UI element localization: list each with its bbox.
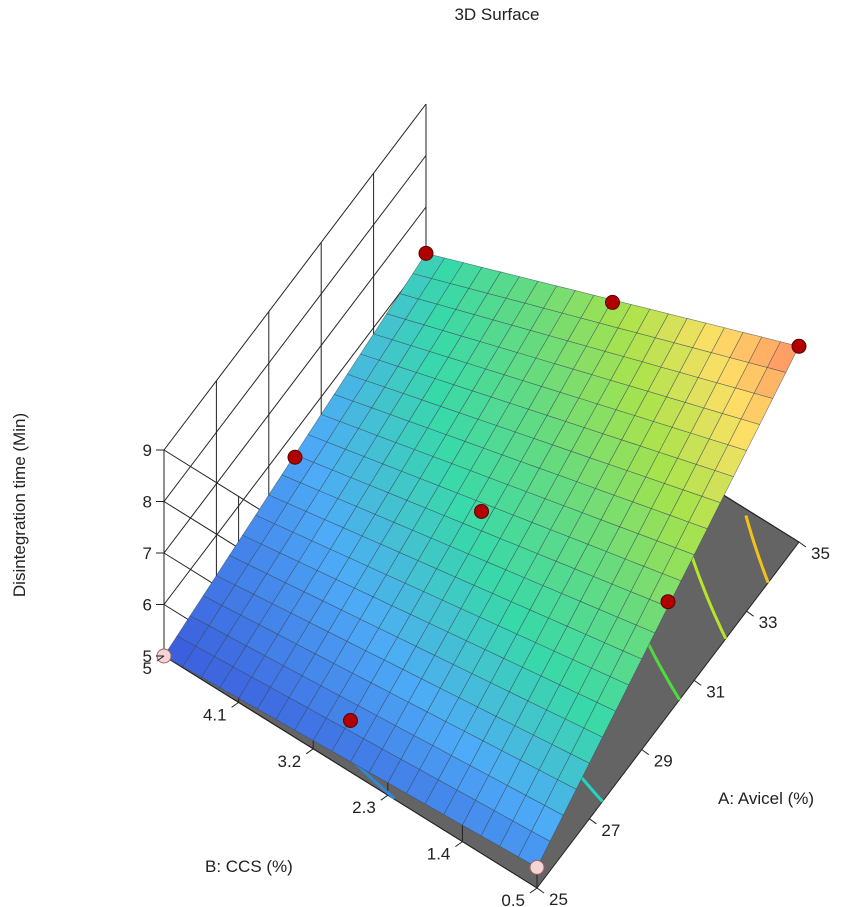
y-tick-mark <box>529 887 538 894</box>
x-tick-label: 31 <box>706 682 725 701</box>
x-tick-label: 33 <box>759 613 778 632</box>
design-point-above-surface <box>660 594 676 610</box>
x-tick-mark <box>746 610 754 617</box>
x-tick-mark <box>641 749 650 756</box>
wall-a-horizontal-gridline <box>163 155 427 502</box>
y-tick-mark <box>380 794 389 801</box>
design-point-above-surface <box>287 449 303 465</box>
x-tick-label: 35 <box>811 544 830 563</box>
z-tick-label: 5 <box>143 647 152 666</box>
design-point-above-surface <box>343 713 358 728</box>
y-tick-label: 2.3 <box>352 798 376 817</box>
y-tick-mark <box>305 748 314 755</box>
y-tick-label: 3.2 <box>278 752 302 771</box>
z-tick-label: 9 <box>143 441 152 460</box>
z-tick-label: 7 <box>143 544 152 563</box>
floor-contour-line <box>744 515 770 584</box>
wall-b-horizontal-gridline <box>163 655 538 889</box>
y-tick-mark <box>156 655 165 662</box>
x-tick-mark <box>693 679 702 686</box>
z-tick-label: 8 <box>143 493 152 512</box>
y-tick-label: 0.5 <box>501 891 525 907</box>
y-tick-label: 4.1 <box>203 705 227 724</box>
x-tick-mark <box>536 887 545 894</box>
design-point-above-surface <box>474 503 489 519</box>
y-tick-label: 5 <box>143 659 152 678</box>
x-tick-mark <box>589 818 597 825</box>
x-tick-label: 27 <box>601 821 620 840</box>
wall-a-horizontal-gridline <box>163 103 427 451</box>
y-tick-label: 1.4 <box>427 845 451 864</box>
z-axis-label: Disintegration time (Min) <box>10 413 29 597</box>
wall-a-horizontal-gridline <box>163 206 427 554</box>
design-point-above-surface <box>605 294 620 310</box>
z-tick-label: 6 <box>143 596 152 615</box>
x-tick-label: 29 <box>654 752 673 771</box>
design-point-above-surface <box>791 338 807 354</box>
y-tick-mark <box>231 701 239 708</box>
chart-title: 3D Surface <box>454 5 539 24</box>
x-axis-label: A: Avicel (%) <box>718 789 814 808</box>
design-point-above-surface <box>418 245 434 261</box>
wall-a-horizontal-gridline <box>163 258 427 605</box>
x-tick-label: 25 <box>549 890 568 907</box>
design-point-below-surface <box>529 859 545 875</box>
y-tick-mark <box>455 841 463 848</box>
x-tick-mark <box>798 541 807 548</box>
y-axis-label: B: CCS (%) <box>205 857 293 876</box>
